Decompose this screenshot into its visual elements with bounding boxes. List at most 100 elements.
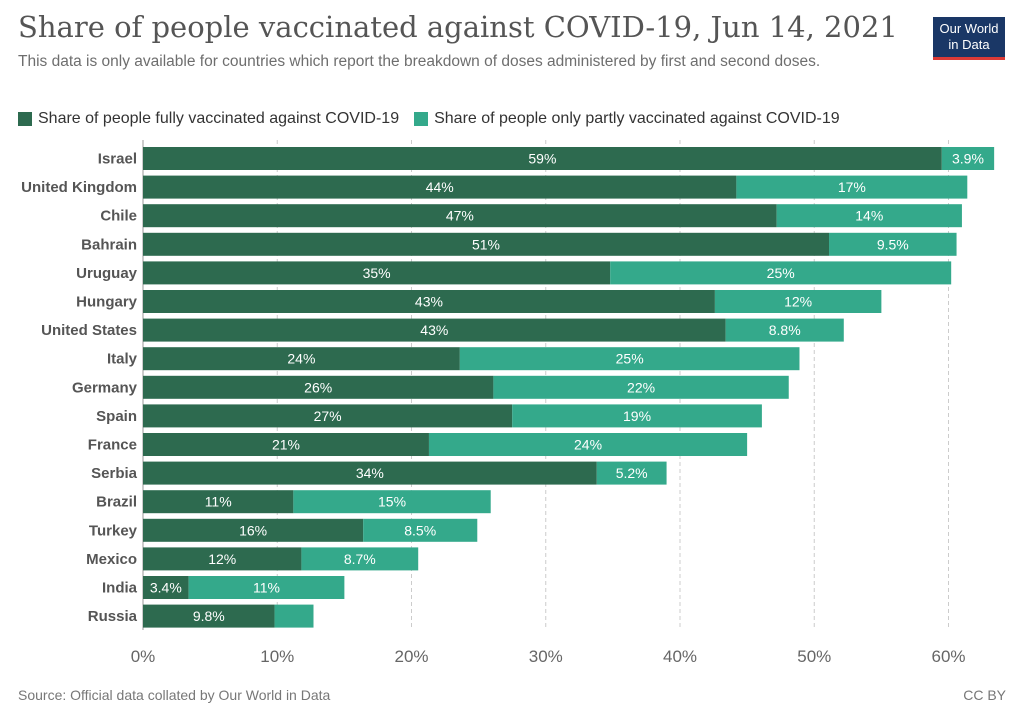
- bar-fully-germany: [143, 375, 494, 399]
- bar-partly-russia: [274, 604, 314, 628]
- category-label-chile: Chile: [100, 208, 137, 225]
- data-label-partly-serbia: 5.2%: [616, 465, 648, 481]
- bar-fully-brazil: [143, 490, 294, 514]
- data-label-partly-united-states: 8.8%: [769, 322, 801, 338]
- data-label-fully-india: 3.4%: [150, 580, 182, 596]
- bar-partly-israel: [941, 147, 995, 170]
- data-label-partly-mexico: 8.7%: [344, 551, 376, 567]
- category-label-germany: Germany: [72, 379, 138, 396]
- source-note[interactable]: Source: Official data collated by Our Wo…: [18, 687, 331, 703]
- category-label-mexico: Mexico: [86, 551, 137, 568]
- data-label-fully-uruguay: 35%: [363, 265, 391, 281]
- bar-fully-france: [143, 433, 429, 456]
- data-label-fully-spain: 27%: [314, 408, 342, 424]
- bar-partly-united-states: [725, 318, 844, 342]
- bar-partly-spain: [512, 404, 762, 428]
- owid-logo[interactable]: Our World in Data: [933, 17, 1005, 60]
- logo-line-2: in Data: [948, 37, 990, 52]
- data-label-partly-germany: 22%: [627, 379, 655, 395]
- data-label-partly-bahrain: 9.5%: [877, 236, 909, 252]
- bar-partly-germany: [493, 375, 789, 399]
- data-label-fully-serbia: 34%: [356, 465, 384, 481]
- data-label-fully-united-kingdom: 44%: [426, 179, 454, 195]
- category-label-hungary: Hungary: [76, 294, 138, 311]
- bar-fully-turkey: [143, 518, 364, 542]
- bar-partly-brazil: [293, 490, 491, 514]
- data-label-fully-mexico: 12%: [208, 551, 236, 567]
- x-tick-label-20: 20%: [394, 647, 428, 666]
- data-label-fully-israel: 59%: [528, 151, 556, 167]
- bar-fully-russia: [143, 604, 275, 628]
- bar-partly-france: [428, 433, 748, 456]
- data-label-partly-chile: 14%: [855, 208, 883, 224]
- data-label-partly-brazil: 15%: [378, 494, 406, 510]
- category-label-france: France: [88, 437, 137, 454]
- bar-fully-italy: [143, 347, 460, 371]
- bar-fully-serbia: [143, 461, 597, 485]
- bar-partly-india: [188, 576, 345, 599]
- bar-partly-chile: [776, 204, 962, 228]
- data-label-fully-united-states: 43%: [420, 322, 448, 338]
- category-label-spain: Spain: [96, 408, 137, 425]
- data-label-partly-spain: 19%: [623, 408, 651, 424]
- bar-partly-united-kingdom: [736, 175, 968, 199]
- x-tick-label-50: 50%: [797, 647, 831, 666]
- bar-fully-chile: [143, 204, 777, 228]
- data-label-fully-bahrain: 51%: [472, 236, 500, 252]
- category-label-brazil: Brazil: [96, 494, 137, 511]
- bar-partly-turkey: [363, 518, 478, 542]
- data-label-partly-uruguay: 25%: [767, 265, 795, 281]
- category-label-israel: Israel: [98, 151, 137, 168]
- legend-item-fully[interactable]: Share of people fully vaccinated against…: [18, 110, 399, 128]
- bar-fully-spain: [143, 404, 513, 428]
- bar-fully-hungary: [143, 290, 715, 313]
- category-label-uruguay: Uruguay: [76, 265, 138, 282]
- bar-fully-united-states: [143, 318, 726, 342]
- legend-label-fully: Share of people fully vaccinated against…: [38, 110, 400, 127]
- bar-partly-serbia: [596, 461, 667, 485]
- category-label-serbia: Serbia: [91, 465, 138, 482]
- logo-line-1: Our World: [939, 21, 999, 36]
- data-label-fully-germany: 26%: [304, 379, 332, 395]
- bar-fully-israel: [143, 147, 942, 170]
- x-tick-label-60: 60%: [931, 647, 965, 666]
- chart-legend: Share of people fully vaccinated against…: [18, 110, 855, 128]
- data-label-partly-israel: 3.9%: [952, 151, 984, 167]
- legend-swatch-partly: [414, 112, 429, 126]
- legend-swatch-fully: [18, 112, 32, 126]
- category-label-united-kingdom: United Kingdom: [21, 179, 137, 196]
- bar-fully-mexico: [143, 547, 302, 571]
- bar-fully-bahrain: [143, 232, 830, 256]
- x-tick-label-30: 30%: [529, 647, 563, 666]
- data-label-fully-hungary: 43%: [415, 294, 443, 310]
- data-label-partly-hungary: 12%: [784, 294, 812, 310]
- bar-partly-bahrain: [829, 232, 957, 256]
- bar-partly-uruguay: [610, 261, 952, 285]
- legend-item-partly[interactable]: Share of people only partly vaccinated a…: [414, 110, 840, 128]
- legend-label-partly: Share of people only partly vaccinated a…: [434, 110, 840, 127]
- bar-fully-united-kingdom: [143, 175, 737, 199]
- data-label-partly-united-kingdom: 17%: [838, 179, 866, 195]
- data-label-fully-france: 21%: [272, 437, 300, 453]
- category-label-russia: Russia: [88, 608, 138, 625]
- data-label-partly-italy: 25%: [616, 351, 644, 367]
- category-label-india: India: [102, 580, 138, 597]
- bar-partly-italy: [459, 347, 800, 371]
- data-label-partly-india: 11%: [253, 580, 280, 596]
- bar-fully-uruguay: [143, 261, 611, 285]
- license-note[interactable]: CC BY: [963, 687, 1006, 703]
- bar-partly-mexico: [301, 547, 419, 571]
- data-label-fully-turkey: 16%: [239, 522, 267, 538]
- data-label-partly-france: 24%: [574, 437, 602, 453]
- chart-title: Share of people vaccinated against COVID…: [18, 10, 898, 44]
- category-label-bahrain: Bahrain: [81, 236, 137, 253]
- data-label-fully-russia: 9.8%: [193, 608, 225, 624]
- category-label-italy: Italy: [107, 351, 138, 368]
- category-label-united-states: United States: [41, 322, 137, 339]
- bar-fully-india: [143, 576, 189, 599]
- data-label-fully-brazil: 11%: [205, 494, 232, 510]
- data-label-partly-turkey: 8.5%: [404, 522, 436, 538]
- x-tick-label-0: 0%: [131, 647, 156, 666]
- x-tick-label-40: 40%: [663, 647, 697, 666]
